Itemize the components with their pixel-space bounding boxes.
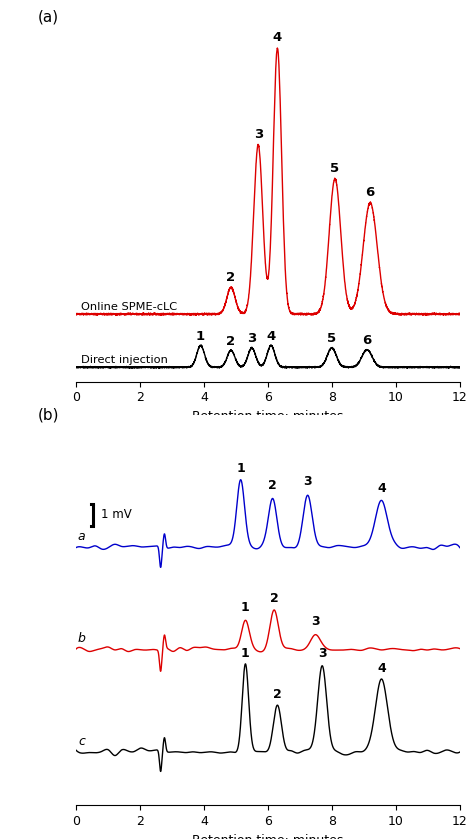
Text: 3: 3 (247, 332, 256, 346)
Text: Direct injection: Direct injection (81, 355, 167, 365)
Text: 6: 6 (362, 335, 372, 347)
X-axis label: Retention time: minutes: Retention time: minutes (192, 834, 344, 839)
Text: 5: 5 (327, 332, 337, 346)
Text: 2: 2 (268, 479, 277, 492)
Text: 4: 4 (377, 482, 386, 495)
Text: a: a (78, 530, 85, 543)
Text: 4: 4 (266, 330, 276, 343)
Text: 3: 3 (303, 476, 312, 488)
Text: 1: 1 (241, 602, 250, 614)
Text: 3: 3 (318, 647, 327, 660)
Text: 3: 3 (311, 615, 320, 628)
Text: 2: 2 (227, 271, 236, 284)
Text: Online SPME-cLC: Online SPME-cLC (81, 302, 177, 312)
Text: 4: 4 (377, 662, 386, 675)
Text: 1 mV: 1 mV (101, 508, 132, 521)
Text: 1: 1 (236, 461, 245, 475)
Text: b: b (78, 633, 85, 645)
Text: 2: 2 (273, 688, 282, 701)
Text: (b): (b) (37, 408, 59, 423)
Text: 2: 2 (270, 591, 279, 605)
Text: 3: 3 (254, 128, 263, 141)
Text: 5: 5 (330, 162, 339, 175)
Text: (a): (a) (37, 9, 59, 24)
Text: 6: 6 (365, 186, 375, 199)
Text: c: c (78, 735, 85, 748)
Text: 4: 4 (273, 31, 282, 44)
Text: 2: 2 (227, 335, 236, 348)
X-axis label: Retention time: minutes: Retention time: minutes (192, 410, 344, 423)
Text: 1: 1 (241, 647, 250, 660)
Text: 1: 1 (196, 330, 205, 343)
